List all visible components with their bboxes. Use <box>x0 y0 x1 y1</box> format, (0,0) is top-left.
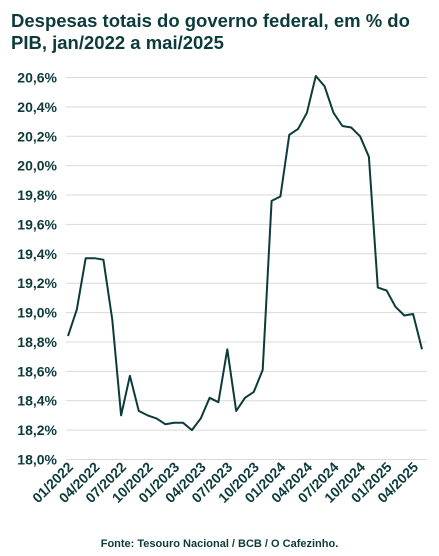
y-tick-label: 19,4% <box>17 246 57 262</box>
y-axis-ticks: 18,0% 18,2% 18,4% 18,6% 18,8% 19,0% 19,2% 19,4%… <box>17 70 57 468</box>
x-axis-ticks: 01/202204/202207/202210/202201/202304/20… <box>29 459 421 506</box>
chart-title: Despesas totais do governo federal, em %… <box>11 10 410 53</box>
y-tick-label: 20,2% <box>17 128 57 144</box>
y-tick-label: 18,0% <box>17 452 57 468</box>
y-tick-label: 18,2% <box>17 422 57 438</box>
y-tick-label: 18,4% <box>17 393 57 409</box>
series-line <box>67 75 423 432</box>
y-tick-label: 18,6% <box>17 363 57 379</box>
source-note: Fonte: Tesouro Nacional / BCB / O Cafezi… <box>100 538 339 550</box>
gridlines <box>66 77 427 460</box>
y-tick-label: 19,0% <box>17 305 57 321</box>
y-tick-label: 19,6% <box>17 216 57 232</box>
y-tick-label: 19,2% <box>17 275 57 291</box>
y-tick-label: 20,6% <box>17 70 57 86</box>
y-tick-label: 19,8% <box>17 187 57 203</box>
y-tick-label: 20,0% <box>17 158 57 174</box>
y-tick-label: 20,4% <box>17 99 57 115</box>
y-tick-label: 18,8% <box>17 334 57 350</box>
